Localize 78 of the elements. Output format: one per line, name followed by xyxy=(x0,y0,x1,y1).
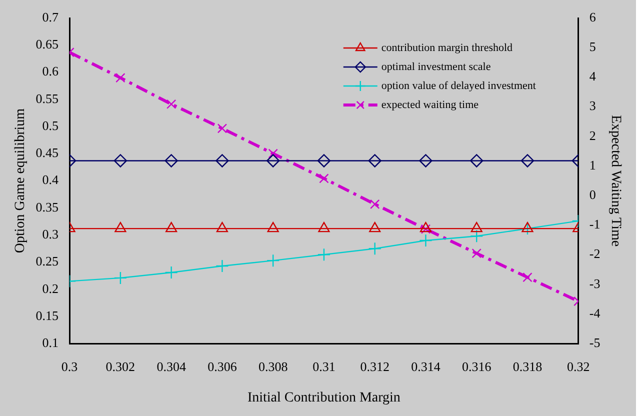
y2-tick-label: -2 xyxy=(589,246,600,262)
point xyxy=(370,199,380,210)
y-tick-label: 0.45 xyxy=(36,145,59,160)
y-tick-label: 0.15 xyxy=(36,308,59,323)
x-tick-label: 0.308 xyxy=(258,358,288,374)
x-tick-label: 0.32 xyxy=(566,358,590,374)
y2-tick-label: 4 xyxy=(589,68,596,84)
point xyxy=(267,222,279,232)
y-tick-label: 0.55 xyxy=(36,90,59,106)
point xyxy=(522,222,534,232)
legend-label: option value of delayed investment xyxy=(381,80,536,92)
point xyxy=(114,271,128,285)
point xyxy=(470,230,484,243)
y2-tick-label: 2 xyxy=(589,128,596,143)
legend-label: optimal investment scale xyxy=(381,60,491,73)
legend-label: expected waiting time xyxy=(381,98,479,111)
y-tick-label: 0.5 xyxy=(42,118,59,133)
y-tick-label: 0.1 xyxy=(42,335,59,350)
point xyxy=(216,222,228,232)
point xyxy=(520,154,534,168)
point xyxy=(319,174,329,184)
y-tick-label: 0.2 xyxy=(42,280,59,296)
y-tick-label: 0.65 xyxy=(36,36,59,52)
point xyxy=(368,242,382,256)
x-tick-label: 0.314 xyxy=(411,358,441,374)
point xyxy=(216,154,229,168)
x-tick-label: 0.31 xyxy=(312,358,336,374)
point xyxy=(114,222,126,232)
y2-axis-title: Expected Waiting Time xyxy=(608,114,623,247)
y2-tick-label: -5 xyxy=(589,335,600,350)
y2-tick-label: 0 xyxy=(589,187,596,202)
x-axis-title: Initial Contribution Margin xyxy=(247,390,400,406)
y-axis-title: Option Game equilibrium xyxy=(13,108,28,254)
point xyxy=(369,222,381,232)
x-tick-label: 0.3 xyxy=(61,358,78,374)
y-tick-label: 0.7 xyxy=(42,9,60,24)
point xyxy=(368,154,382,168)
point xyxy=(164,266,178,280)
point xyxy=(420,224,431,234)
y2-tick-label: 3 xyxy=(589,98,596,114)
x-tick-label: 0.304 xyxy=(156,358,186,374)
x-tick-label: 0.306 xyxy=(208,358,238,374)
point xyxy=(317,248,331,262)
y-tick-label: 0.25 xyxy=(36,254,59,269)
y-tick-label: 0.6 xyxy=(42,64,60,79)
point xyxy=(470,154,484,168)
x-tick-label: 0.318 xyxy=(512,358,542,374)
point xyxy=(217,124,228,134)
y2-tick-label: 1 xyxy=(589,157,596,172)
x-tick-label: 0.312 xyxy=(360,358,390,374)
y-tick-label: 0.3 xyxy=(42,226,59,242)
y2-tick-label: -1 xyxy=(589,216,600,232)
point xyxy=(116,72,126,83)
point xyxy=(470,222,482,232)
point xyxy=(166,99,176,109)
x-tick-label: 0.302 xyxy=(106,358,136,374)
point xyxy=(419,154,432,168)
y2-tick-label: -4 xyxy=(589,305,601,320)
point xyxy=(419,234,432,248)
point xyxy=(522,272,532,282)
point xyxy=(164,154,178,168)
point xyxy=(216,259,229,273)
y-tick-label: 0.4 xyxy=(42,172,60,188)
y2-tick-label: 6 xyxy=(589,9,596,24)
point xyxy=(420,222,432,232)
legend-label: contribution margin threshold xyxy=(381,42,514,54)
point xyxy=(114,154,128,168)
y2-tick-label: 5 xyxy=(589,39,596,54)
point xyxy=(166,222,178,232)
point xyxy=(268,148,278,158)
x-tick-label: 0.316 xyxy=(462,358,492,374)
point xyxy=(472,248,482,258)
point xyxy=(318,222,330,232)
point xyxy=(266,154,280,168)
point xyxy=(317,154,331,168)
y2-tick-label: -3 xyxy=(589,276,600,291)
point xyxy=(266,254,280,268)
y-tick-label: 0.35 xyxy=(36,199,59,214)
